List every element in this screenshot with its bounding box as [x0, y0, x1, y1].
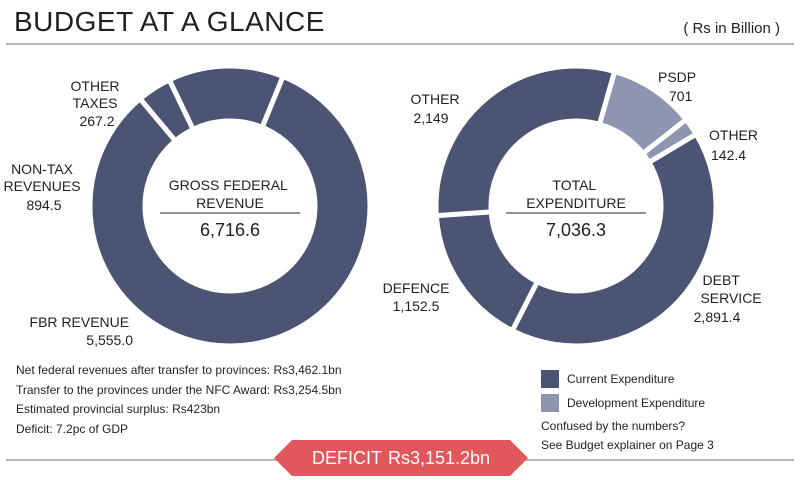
note-nfc-transfer: Transfer to the provinces under the NFC … [16, 382, 342, 397]
label-other-taxes: OTHER TAXES 267.2 [71, 78, 124, 129]
legend-item-current: Current Expenditure [541, 367, 705, 391]
revenue-donut [87, 63, 373, 349]
expenditure-slice-4 [433, 63, 618, 219]
note-provincial-surplus: Estimated provincial surplus: Rs423bn [16, 402, 221, 416]
revenue-slice-2 [87, 73, 373, 349]
deficit-banner: DEFICIT Rs3,151.2bn [274, 440, 528, 476]
legend-swatch-development [541, 394, 559, 412]
label-fbr-revenue: FBR REVENUE 5,555.0 [30, 314, 134, 348]
label-other-current: OTHER 2,149 [411, 91, 464, 126]
deficit-value: Rs3,151.2bn [387, 447, 491, 468]
legend: Current Expenditure Development Expendit… [541, 367, 705, 415]
revenue-total: 6,716.6 [200, 220, 260, 240]
header-divider [6, 43, 794, 45]
expenditure-total: 7,036.3 [546, 220, 606, 240]
label-psdp: PSDP 701 [658, 69, 700, 104]
legend-label-development: Development Expenditure [567, 396, 706, 410]
label-defence: DEFENCE 1,152.5 [383, 280, 454, 314]
note-deficit-gdp: Deficit: 7.2pc of GDP [16, 421, 129, 436]
legend-item-development: Development Expenditure [541, 391, 705, 415]
explainer-note: Confused by the numbers? See Budget expl… [541, 417, 714, 455]
note-net-federal-revenues: Net federal revenues after transfer to p… [16, 363, 342, 377]
explainer-reference: See Budget explainer on Page 3 [541, 438, 714, 452]
label-debt-service: DEBT SERVICE 2,891.4 [694, 272, 766, 325]
revenue-center-label: GROSS FEDERAL REVENUE [169, 177, 291, 211]
units-label: ( Rs in Billion ) [683, 20, 780, 37]
expenditure-slice-3 [433, 209, 541, 335]
expenditure-center-label: TOTAL EXPENDITURE [526, 177, 626, 211]
page-title: BUDGET AT A GLANCE [14, 6, 325, 37]
legend-swatch-current [541, 370, 559, 388]
label-non-tax-revenues: NON-TAX REVENUES 894.5 [4, 161, 85, 213]
expenditure-slice-2 [508, 130, 719, 349]
deficit-label: DEFICIT [311, 447, 382, 468]
budget-notes: Net federal revenues after transfer to p… [16, 361, 342, 439]
label-other-development: OTHER 142.4 [709, 127, 762, 163]
legend-label-current: Current Expenditure [567, 372, 675, 386]
expenditure-donut [433, 63, 719, 349]
explainer-question: Confused by the numbers? [541, 419, 686, 433]
